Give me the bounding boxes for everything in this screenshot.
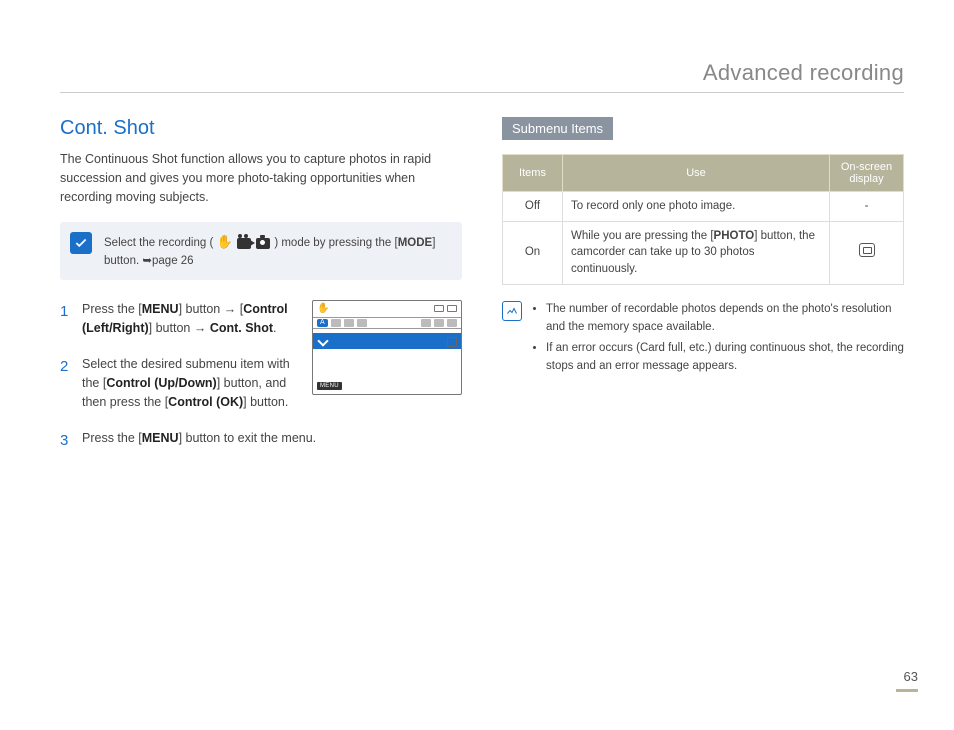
th-use: Use xyxy=(563,155,830,192)
right-column: Submenu Items Items Use On-screen displa… xyxy=(502,117,904,468)
screen-card-icon xyxy=(434,305,444,312)
note-box: Select the recording ( ✋ ) mode by press… xyxy=(60,222,462,280)
screen-tab-bar: A xyxy=(313,317,461,329)
note-text-pre: Select the recording ( xyxy=(104,237,217,249)
step-3: 3 Press the [MENU] button to exit the me… xyxy=(60,429,462,452)
screen-hand-icon: ✋ xyxy=(317,303,329,314)
submenu-table: Items Use On-screen display Off To recor… xyxy=(502,154,904,285)
page-number: 63 xyxy=(904,669,918,684)
cell-use-on-a: While you are pressing the [ xyxy=(571,230,714,242)
page-number-bar xyxy=(896,689,918,692)
step3-text: Press the [ xyxy=(82,431,142,445)
note-text-post: ) mode by pressing the [ xyxy=(274,237,397,249)
cell-item-off: Off xyxy=(503,192,563,222)
step1-text: Press the [ xyxy=(82,302,142,316)
section-heading: Cont. Shot xyxy=(60,117,462,140)
cell-use-on: While you are pressing the [PHOTO] butto… xyxy=(563,221,830,284)
step3-text: ] button to exit the menu. xyxy=(179,431,317,445)
tip-item: If an error occurs (Card full, etc.) dur… xyxy=(546,340,904,376)
table-row: On While you are pressing the [PHOTO] bu… xyxy=(503,221,904,284)
step3-menu-bold: MENU xyxy=(142,431,179,445)
tip-block: The number of recordable photos depends … xyxy=(502,301,904,380)
step2-text: ] button. xyxy=(243,395,288,409)
cell-use-off: To record only one photo image. xyxy=(563,192,830,222)
step2-ok-bold: Control (OK) xyxy=(168,395,243,409)
cell-use-on-bold: PHOTO xyxy=(714,230,755,242)
screen-tab-item xyxy=(331,319,341,327)
section-intro: The Continuous Shot function allows you … xyxy=(60,150,462,206)
step-number: 1 xyxy=(60,300,72,339)
screen-tab-item xyxy=(357,319,367,327)
step1-menu-bold: MENU xyxy=(142,302,179,316)
screen-battery-icon xyxy=(447,305,457,312)
step2-control-bold: Control (Up/Down) xyxy=(106,376,216,390)
contshot-osd-icon xyxy=(859,243,875,257)
tip-item: The number of recordable photos depends … xyxy=(546,301,904,337)
table-row: Off To record only one photo image. - xyxy=(503,192,904,222)
step1-contshot-bold: Cont. Shot xyxy=(210,321,273,335)
step-number: 2 xyxy=(60,355,72,413)
tip-icon xyxy=(502,301,522,321)
screen-tab-item xyxy=(421,319,431,327)
page-title: Advanced recording xyxy=(60,60,904,93)
video-mode-icon xyxy=(237,238,251,249)
step-1: 1 Press the [MENU] button → [Control (Le… xyxy=(60,300,300,339)
step1-text: ] button → [ xyxy=(179,302,244,316)
camera-screen: ✋ A xyxy=(312,300,462,395)
screen-tab-item xyxy=(344,319,354,327)
note-mode-bold: MODE xyxy=(398,237,433,249)
photo-mode-icon xyxy=(256,238,270,249)
cell-osd-on xyxy=(830,221,904,284)
submenu-heading: Submenu Items xyxy=(502,117,613,140)
cell-item-on: On xyxy=(503,221,563,284)
step-2: 2 Select the desired submenu item with t… xyxy=(60,355,300,413)
hand-icon: ✋ xyxy=(217,234,233,249)
step-number: 3 xyxy=(60,429,72,452)
screen-tab-item xyxy=(447,319,457,327)
screen-tab-item xyxy=(434,319,444,327)
th-items: Items xyxy=(503,155,563,192)
check-icon xyxy=(70,232,92,254)
left-column: Cont. Shot The Continuous Shot function … xyxy=(60,117,462,468)
screen-highlight-row xyxy=(313,333,461,349)
step1-text: ] button → xyxy=(149,321,210,335)
screen-contshot-icon xyxy=(447,337,457,347)
note-page-ref: ➥page 26 xyxy=(142,255,193,267)
th-osd: On-screen display xyxy=(830,155,904,192)
camera-screen-figure: ✋ A xyxy=(312,300,462,395)
screen-menu-button: MENU xyxy=(317,382,342,390)
screen-tab-active: A xyxy=(317,319,328,327)
step1-text: . xyxy=(273,321,276,335)
cell-osd-off: - xyxy=(830,192,904,222)
